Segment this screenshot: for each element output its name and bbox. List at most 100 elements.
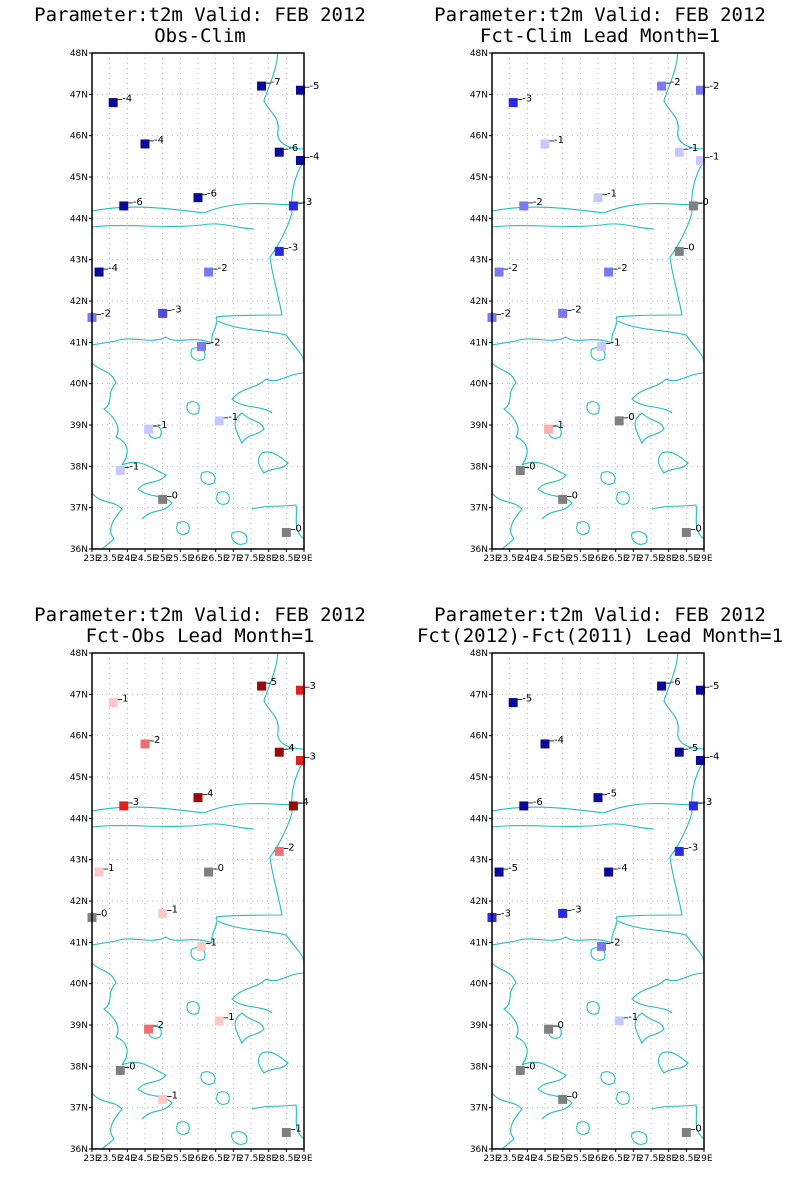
y-tick-label: 41N (70, 938, 88, 948)
station-value-label: -1 (611, 337, 621, 348)
station-square (274, 747, 284, 757)
y-tick-labels: 36N 37N 38N 39N 40N 41N 42N 43N 44N 45N 46N 47N 48N (470, 49, 492, 555)
station-value-label: -6 (288, 143, 298, 154)
map-panel-1: Parameter:t2m Valid: FEB 2012 Obs-Clim 3… (34, 4, 366, 564)
station-value-label: -4 (108, 263, 118, 274)
station-marker: -3 (274, 242, 298, 256)
station-square (688, 201, 698, 211)
x-tick-label: 28E (260, 554, 277, 564)
y-tick-label: 46N (470, 132, 488, 142)
x-tick-label: 23E (83, 554, 100, 564)
station-square (94, 267, 104, 277)
y-tick-label: 45N (470, 173, 488, 183)
x-tick-label: 28E (660, 554, 677, 564)
station-marker: -4 (108, 94, 132, 108)
station-value-label: -5 (309, 81, 319, 92)
station-marker: -4 (695, 751, 719, 765)
y-tick-label: 44N (70, 814, 88, 824)
station-markers: -3 -1 -2 -2 -2 -2 -1 -2 -1 -2 -1 -2 -1 0 0 1 0 0 0 0 (487, 77, 719, 537)
station-square (681, 527, 691, 537)
station-square (144, 424, 154, 434)
x-tick-label: 25E (554, 1154, 571, 1164)
station-value-label: -2 (618, 263, 628, 274)
y-tick-label: 36N (70, 545, 88, 555)
x-tick-label: 26.5E (203, 1154, 229, 1164)
station-value-label: 3 (309, 681, 315, 692)
station-markers: 1 2 3 1 0 1 1 0 4 5 4 3 3 4 2 2 0 1 1 1 (87, 677, 316, 1137)
station-square (515, 465, 525, 475)
y-tick-label: 37N (470, 1104, 488, 1114)
x-tick-label: 26.5E (203, 554, 229, 564)
station-marker: -2 (558, 304, 582, 318)
station-marker: -6 (519, 797, 543, 811)
y-tick-label: 40N (470, 380, 488, 390)
station-marker: -4 (295, 151, 319, 165)
y-tick-label: 41N (70, 338, 88, 348)
station-marker: -1 (115, 461, 139, 475)
station-marker: 5 (257, 677, 277, 691)
y-tick-label: 45N (70, 773, 88, 783)
station-square (657, 81, 667, 91)
station-value-label: 3 (309, 751, 315, 762)
x-tick-label: 24.5E (132, 554, 158, 564)
station-value-label: 0 (101, 909, 107, 920)
station-square (144, 1024, 154, 1034)
station-value-label: -6 (533, 797, 543, 808)
station-value-label: -2 (508, 263, 518, 274)
station-value-label: -2 (572, 304, 582, 315)
station-marker: 3 (295, 681, 316, 695)
station-square (544, 1024, 554, 1034)
station-square (558, 908, 568, 918)
panel-subtitle: Fct-Obs Lead Month=1 (86, 625, 315, 647)
station-value-label: -1 (607, 189, 617, 200)
station-value-label: 1 (295, 1123, 301, 1134)
station-square (197, 941, 207, 951)
station-marker: -2 (197, 337, 221, 351)
station-marker: -5 (674, 743, 698, 757)
station-value-label: 1 (211, 937, 217, 948)
station-value-label: -3 (688, 842, 698, 853)
y-tick-label: 43N (70, 256, 88, 266)
x-tick-label: 25E (554, 554, 571, 564)
station-value-label: -3 (522, 94, 532, 105)
station-value-label: -1 (688, 143, 698, 154)
y-tick-label: 47N (70, 690, 88, 700)
station-marker: -3 (158, 304, 182, 318)
station-marker: -1 (614, 1012, 638, 1026)
station-value-label: -5 (607, 789, 617, 800)
station-marker: -5 (695, 681, 719, 695)
y-tick-label: 48N (470, 649, 488, 659)
station-square (197, 341, 207, 351)
station-value-label: 0 (572, 490, 578, 501)
y-tick-label: 44N (70, 214, 88, 224)
station-marker: -4 (94, 263, 118, 277)
map-panel-2: Parameter:t2m Valid: FEB 2012 Fct-Clim L… (434, 4, 766, 564)
x-tick-label: 28E (260, 1154, 277, 1164)
y-tick-label: 38N (470, 1062, 488, 1072)
x-tick-label: 27.5E (238, 554, 264, 564)
station-square (614, 416, 624, 426)
y-tick-label: 46N (470, 732, 488, 742)
x-tick-label: 27.5E (238, 1154, 264, 1164)
station-square (558, 308, 568, 318)
y-tick-label: 43N (470, 856, 488, 866)
grid-layer (92, 653, 304, 1149)
station-square (295, 755, 305, 765)
station-value-label: 4 (288, 743, 294, 754)
station-value-label: -3 (572, 904, 582, 915)
station-marker: 4 (193, 789, 213, 803)
x-tick-label: 24E (519, 1154, 536, 1164)
station-value-label: 0 (572, 1090, 578, 1101)
station-marker: -1 (674, 143, 698, 157)
station-value-label: -2 (671, 77, 681, 88)
station-square (158, 494, 168, 504)
station-value-label: -2 (709, 81, 719, 92)
x-tick-label: 25E (154, 554, 171, 564)
station-marker: -6 (193, 189, 217, 203)
station-marker: -4 (540, 735, 564, 749)
station-value-label: -6 (133, 197, 143, 208)
station-value-label: 0 (702, 197, 708, 208)
y-tick-label: 41N (470, 338, 488, 348)
station-square (274, 147, 284, 157)
station-value-label: -3 (288, 242, 298, 253)
